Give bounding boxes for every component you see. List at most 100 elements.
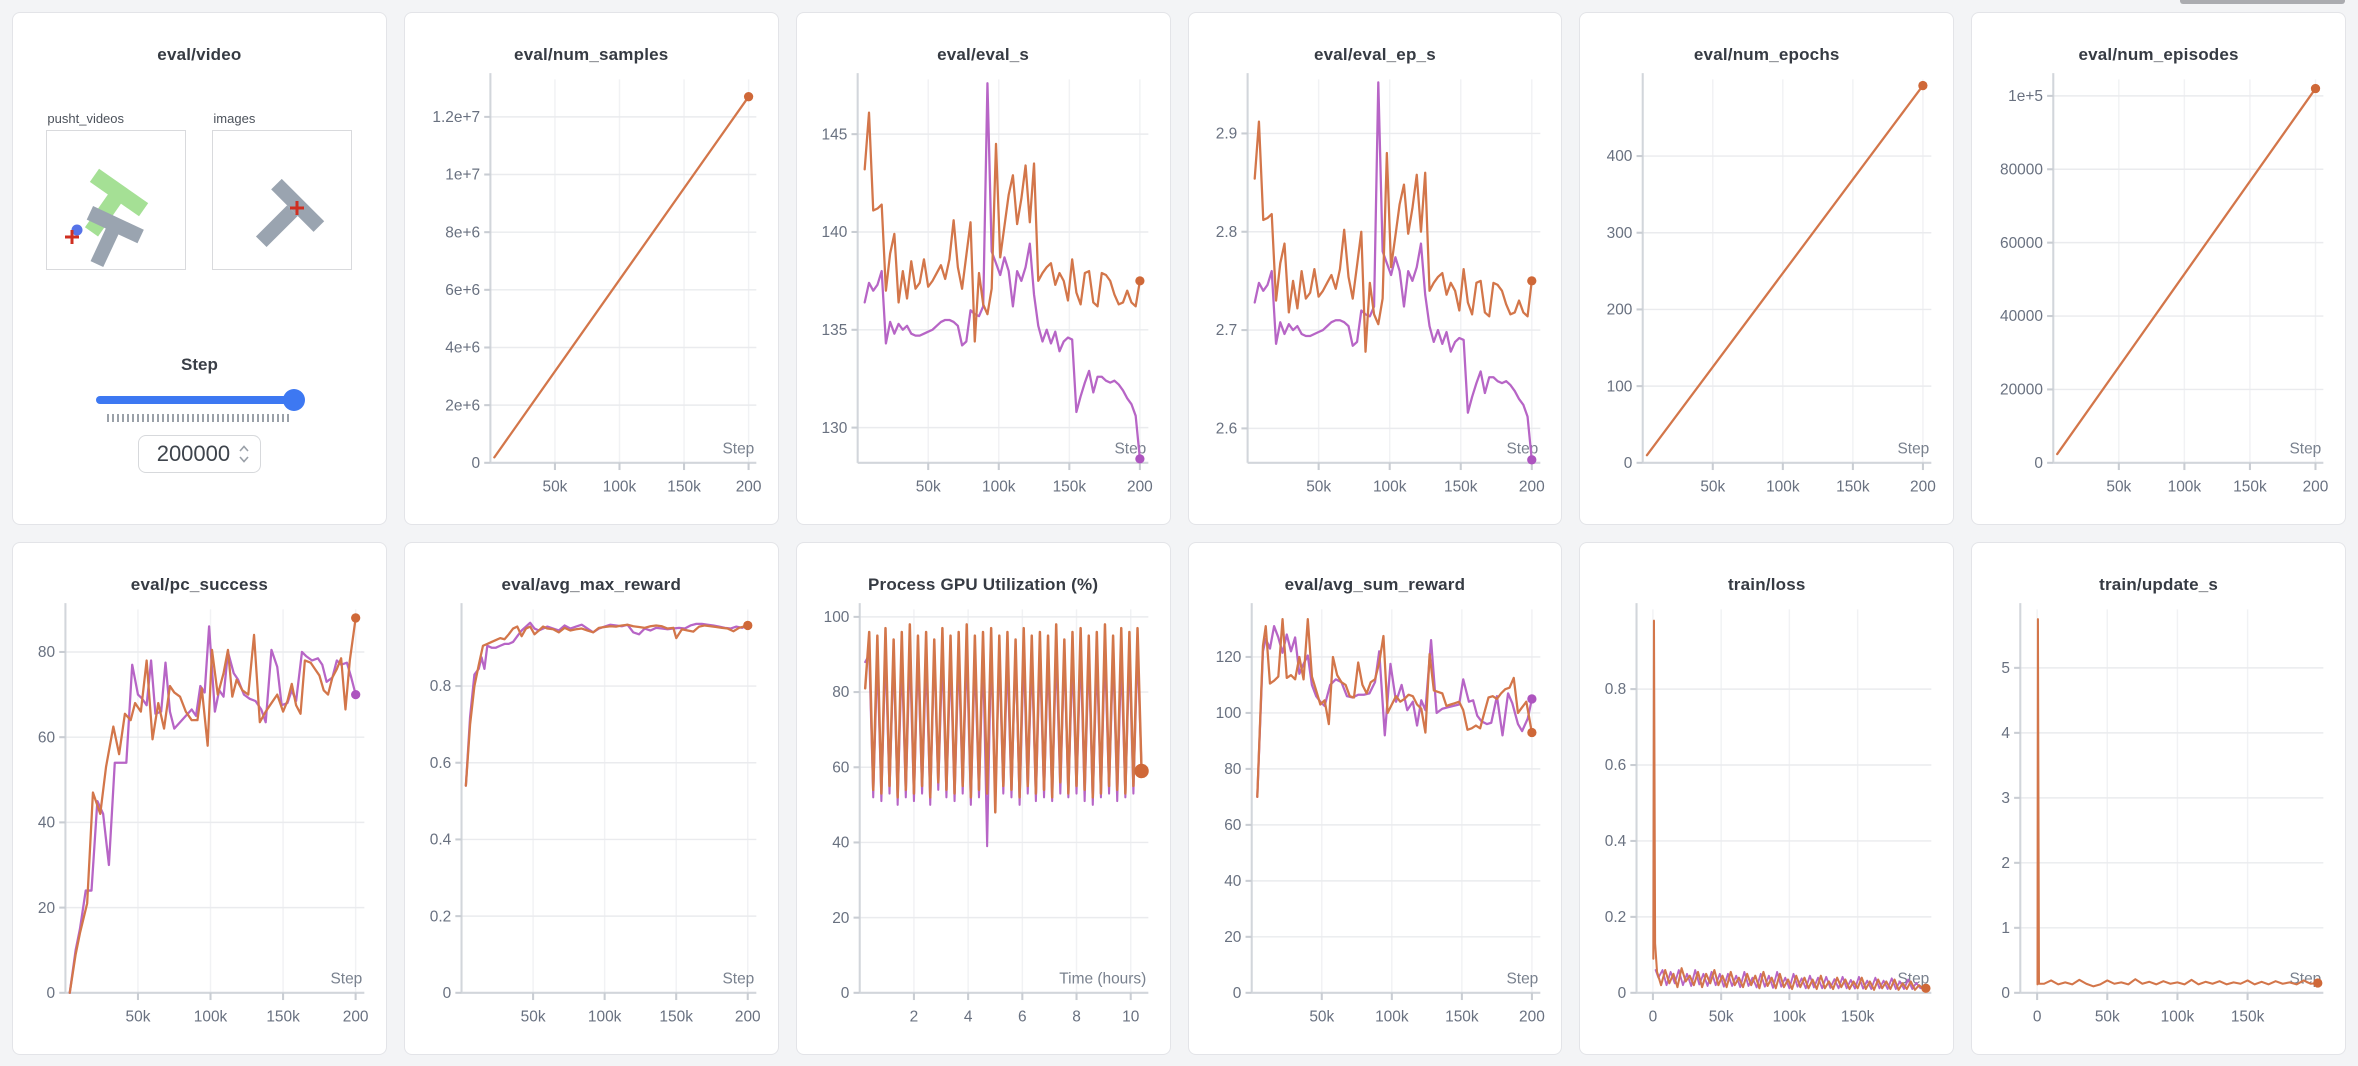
svg-text:0.8: 0.8 (1605, 681, 1626, 698)
svg-text:200: 200 (1519, 1009, 1545, 1026)
svg-text:50k: 50k (126, 1009, 151, 1026)
agent-dot (71, 224, 83, 236)
svg-text:50k: 50k (2095, 1009, 2120, 1026)
svg-text:Step: Step (1506, 441, 1538, 458)
svg-text:150k: 150k (1443, 479, 1477, 496)
media-item-images: images (212, 111, 353, 270)
svg-text:50k: 50k (1309, 1009, 1334, 1026)
media-label: pusht_videos (47, 111, 125, 126)
panel-eval-avg-sum-reward: eval/avg_sum_reward 0 20 40 60 80 100 120 50k 10… (1187, 542, 1563, 1055)
chart-title: eval/eval_s (937, 45, 1030, 64)
panel-eval-eval-ep-s: eval/eval_ep_s 2.6 2.7 2.8 2.9 50k 100k 150k 20… (1187, 12, 1563, 525)
svg-text:6e+6: 6e+6 (445, 282, 480, 299)
line-chart-gpu-utilization[interactable]: 0 20 40 60 80 100 2 4 6 8 10 Time (hours) (802, 597, 1165, 1053)
svg-text:10: 10 (1122, 1009, 1139, 1026)
line-chart-eval-eval-ep-s[interactable]: 2.6 2.7 2.8 2.9 50k 100k 150k 200 Step (1194, 67, 1557, 523)
svg-text:50k: 50k (2107, 479, 2132, 496)
svg-text:100k: 100k (2168, 479, 2202, 496)
svg-text:150k: 150k (2233, 479, 2267, 496)
svg-text:Step: Step (722, 441, 754, 458)
svg-text:1e+5: 1e+5 (2008, 88, 2043, 105)
svg-text:200: 200 (1910, 479, 1936, 496)
svg-text:Step: Step (722, 971, 754, 988)
svg-text:0: 0 (1624, 455, 1633, 472)
svg-text:0: 0 (471, 455, 480, 472)
line-chart-eval-avg-max-reward[interactable]: 0 0.2 0.4 0.6 0.8 50k 100k 150k 200 Step (410, 597, 773, 1053)
video-thumbnail-pusht[interactable] (46, 130, 187, 270)
svg-text:200: 200 (343, 1009, 369, 1026)
target-cross (290, 201, 305, 215)
svg-text:0: 0 (442, 985, 451, 1002)
chart-title: eval/num_epochs (1693, 45, 1840, 64)
image-thumbnail[interactable] (212, 130, 353, 270)
svg-text:40: 40 (1224, 873, 1241, 890)
svg-text:0.2: 0.2 (1605, 909, 1626, 926)
svg-text:50k: 50k (542, 479, 567, 496)
media-item-pusht-videos: pusht_videos (46, 111, 187, 270)
svg-text:40: 40 (38, 815, 55, 832)
svg-text:4e+6: 4e+6 (445, 340, 480, 357)
panel-train-loss: train/loss 0 0.2 0.4 0.6 0.8 0 50k 100k 150k Step (1579, 542, 1955, 1055)
pusht-video-frame (65, 168, 149, 268)
svg-text:150k: 150k (659, 1009, 693, 1026)
step-input[interactable]: 200000 (137, 435, 262, 473)
svg-text:0: 0 (1649, 1009, 1658, 1026)
svg-text:0: 0 (2002, 985, 2011, 1002)
svg-text:2.6: 2.6 (1215, 421, 1236, 438)
line-chart-eval-num-samples[interactable]: 0 2e+6 4e+6 6e+6 8e+6 1e+7 1.2e+7 50k 100k 150k 20… (410, 67, 773, 523)
svg-text:40000: 40000 (2000, 308, 2043, 325)
panel-eval-pc-success: eval/pc_success 0 20 40 60 80 50k 100k 150k 200 S… (12, 542, 387, 1055)
svg-text:200: 200 (2303, 479, 2329, 496)
line-chart-eval-num-episodes[interactable]: 0 20000 40000 60000 80000 1e+5 50k 100k 150k 200 S… (1977, 67, 2340, 523)
block-t-shape (256, 178, 325, 248)
svg-text:150k: 150k (266, 1009, 300, 1026)
svg-text:200: 200 (735, 1009, 761, 1026)
svg-text:150k: 150k (1841, 1009, 1875, 1026)
svg-text:4: 4 (963, 1009, 972, 1026)
svg-text:0: 0 (1232, 985, 1241, 1002)
svg-text:0.4: 0.4 (1605, 833, 1627, 850)
svg-text:8e+6: 8e+6 (445, 224, 480, 241)
svg-text:100k: 100k (982, 479, 1016, 496)
svg-text:145: 145 (821, 126, 847, 143)
svg-text:100k: 100k (1375, 1009, 1409, 1026)
svg-text:8: 8 (1072, 1009, 1081, 1026)
svg-text:Step: Step (1898, 441, 1930, 458)
svg-text:100k: 100k (2161, 1009, 2195, 1026)
svg-text:100: 100 (1607, 378, 1633, 395)
svg-text:Step: Step (1898, 971, 1930, 988)
svg-text:0.6: 0.6 (1605, 757, 1626, 774)
svg-text:135: 135 (821, 322, 847, 339)
svg-text:0: 0 (840, 985, 849, 1002)
slider-thumb[interactable] (283, 389, 306, 411)
line-chart-eval-num-epochs[interactable]: 0 100 200 300 400 50k 100k 150k 200 Step (1585, 67, 1948, 523)
panel-eval-num-samples: eval/num_samples 0 2e+6 4e+6 6e+6 8e+6 1e+7 1.… (403, 12, 779, 525)
line-chart-eval-pc-success[interactable]: 0 20 40 60 80 50k 100k 150k 200 Step (18, 597, 381, 1053)
svg-text:300: 300 (1607, 225, 1633, 242)
slider-tick-ruler (107, 414, 292, 422)
svg-text:6: 6 (1018, 1009, 1027, 1026)
svg-text:1.2e+7: 1.2e+7 (432, 109, 480, 126)
svg-text:0.2: 0.2 (430, 908, 451, 925)
slider-track[interactable] (96, 396, 303, 404)
panel-eval-avg-max-reward: eval/avg_max_reward 0 0.2 0.4 0.6 0.8 50k 100k… (403, 542, 779, 1055)
svg-text:2.8: 2.8 (1215, 224, 1236, 241)
svg-text:50k: 50k (520, 1009, 545, 1026)
block-t-shape (87, 206, 145, 268)
svg-text:200: 200 (1127, 479, 1153, 496)
media-row: pusht_videos (13, 111, 386, 270)
svg-text:200: 200 (1607, 302, 1633, 319)
line-chart-eval-avg-sum-reward[interactable]: 0 20 40 60 80 100 120 50k 100k 150k 200 Step (1194, 597, 1557, 1053)
spinner-arrows-icon[interactable] (238, 443, 250, 465)
step-slider[interactable] (96, 389, 306, 411)
svg-text:200: 200 (1518, 479, 1544, 496)
svg-text:2.7: 2.7 (1215, 322, 1236, 339)
svg-text:0: 0 (46, 985, 55, 1002)
step-input-value[interactable]: 200000 (156, 441, 231, 466)
line-chart-train-loss[interactable]: 0 0.2 0.4 0.6 0.8 0 50k 100k 150k Step (1585, 597, 1948, 1053)
svg-text:1e+7: 1e+7 (445, 167, 480, 184)
svg-text:80: 80 (1224, 761, 1241, 778)
panel-title-eval-video: eval/video (157, 45, 242, 64)
